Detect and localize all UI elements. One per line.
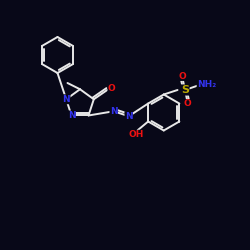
Text: S: S [181, 85, 189, 95]
Text: N: N [125, 112, 132, 121]
Text: N: N [110, 107, 118, 116]
Text: O: O [108, 84, 116, 93]
Text: NH₂: NH₂ [197, 80, 216, 89]
Text: O: O [178, 72, 186, 80]
Text: O: O [184, 100, 191, 108]
Text: OH: OH [129, 130, 144, 139]
Text: N: N [62, 95, 70, 104]
Text: N: N [68, 111, 75, 120]
